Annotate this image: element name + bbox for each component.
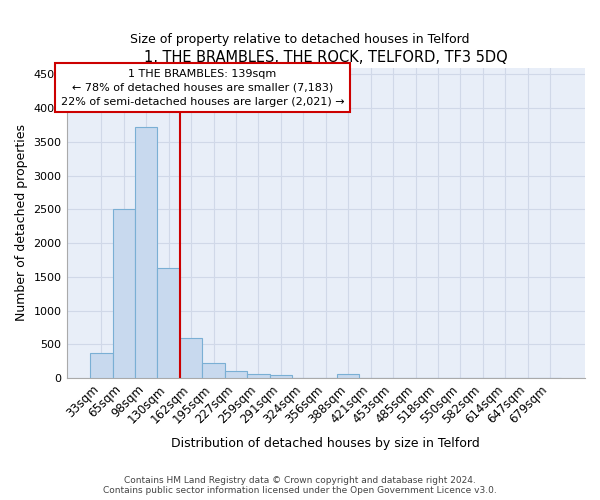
Bar [269,376,292,378]
Bar [225,371,247,378]
Text: Contains HM Land Registry data © Crown copyright and database right 2024.
Contai: Contains HM Land Registry data © Crown c… [103,476,497,495]
Title: 1, THE BRAMBLES, THE ROCK, TELFORD, TF3 5DQ: 1, THE BRAMBLES, THE ROCK, TELFORD, TF3 … [144,50,508,65]
Bar [337,374,359,378]
Bar [157,268,180,378]
Bar [202,362,225,378]
X-axis label: Distribution of detached houses by size in Telford: Distribution of detached houses by size … [172,437,480,450]
Bar [135,127,157,378]
Bar [90,353,113,378]
Bar [180,338,202,378]
Bar [113,208,135,378]
Bar [247,374,269,378]
Text: 1 THE BRAMBLES: 139sqm
← 78% of detached houses are smaller (7,183)
22% of semi-: 1 THE BRAMBLES: 139sqm ← 78% of detached… [61,69,344,107]
Y-axis label: Number of detached properties: Number of detached properties [15,124,28,322]
Text: Size of property relative to detached houses in Telford: Size of property relative to detached ho… [130,32,470,46]
